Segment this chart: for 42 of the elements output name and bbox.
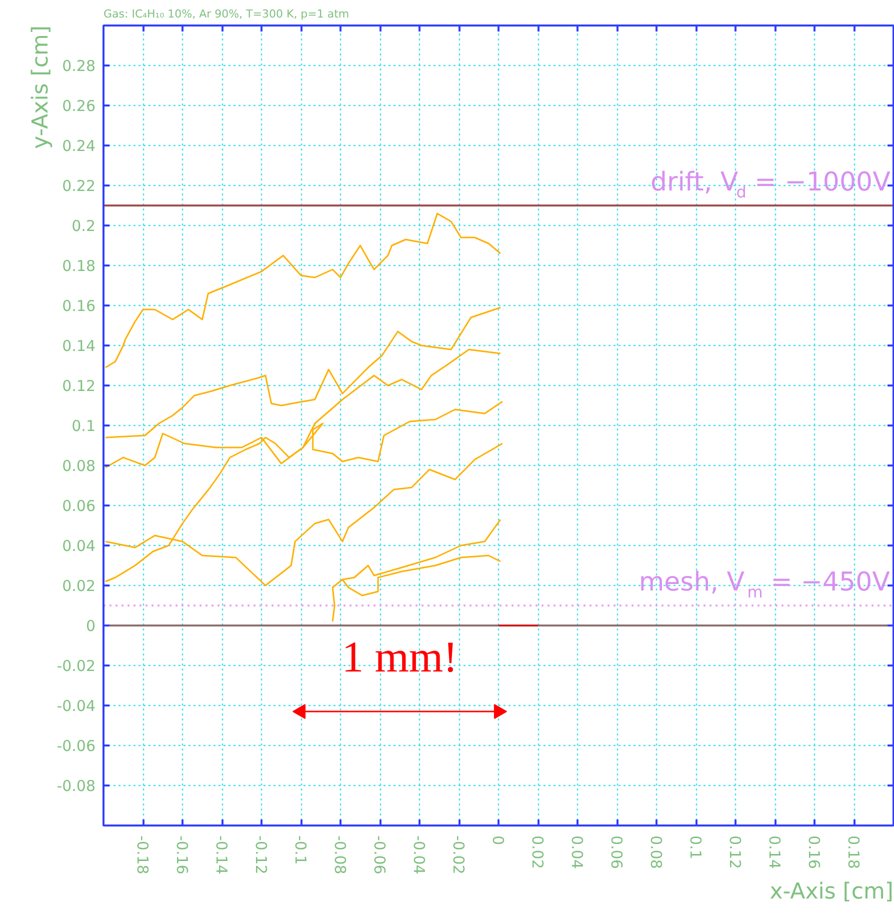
x-tick-label: -0.02 [450,836,468,874]
x-tick-label: 0.04 [568,836,586,869]
x-tick-label: -0.04 [410,836,428,874]
chart-title: Gas: IC₄H₁₀ 10%, Ar 90%, T=300 K, p=1 atm [104,8,350,20]
y-tick-label: -0.06 [56,737,96,755]
x-tick-label: -0.12 [252,836,270,874]
x-tick-label: 0.02 [528,836,546,869]
y-tick-label: 0.16 [62,297,96,315]
x-tick-label: -0.06 [370,836,388,874]
x-tick-label: 0 [489,836,507,846]
y-tick-label: 0.2 [72,217,96,235]
x-tick-label: -0.18 [134,836,152,874]
y-tick-label: 0.24 [62,137,96,155]
y-axis-title: y-Axis [cm] [28,25,54,149]
y-tick-label: 0.26 [62,97,96,115]
x-tick-label: -0.16 [173,836,191,874]
x-tick-label: 0.12 [726,836,744,869]
x-tick-label: 0.16 [805,836,823,869]
y-tick-label: 0.28 [62,57,96,75]
y-tick-label: 0.1 [72,417,96,435]
y-tick-label: 0.22 [62,177,96,195]
x-tick-label: 0.1 [686,836,704,860]
x-tick-label: -0.14 [212,836,230,874]
x-tick-label: 0.08 [647,836,665,869]
y-tick-label: -0.08 [56,777,96,795]
y-tick-label: 0.04 [62,537,96,555]
y-tick-label: 0.06 [62,497,96,515]
x-tick-label: -0.08 [331,836,349,874]
x-axis-title: x-Axis [cm] [770,880,894,904]
y-tick-label: 0.18 [62,257,96,275]
y-tick-label: 0 [86,617,96,635]
annotation: 1 mm! [342,632,458,682]
x-tick-label: -0.1 [292,836,310,865]
x-tick-label: 0.14 [766,836,784,869]
y-tick-label: 0.08 [62,457,96,475]
y-tick-label: 0.14 [62,337,96,355]
x-tick-label: 0.06 [608,836,626,869]
y-tick-label: -0.04 [56,697,96,715]
x-tick-label: 0.18 [844,836,862,869]
y-tick-label: 0.02 [62,577,96,595]
y-tick-label: 0.12 [62,377,96,395]
y-tick-label: -0.02 [56,657,96,675]
